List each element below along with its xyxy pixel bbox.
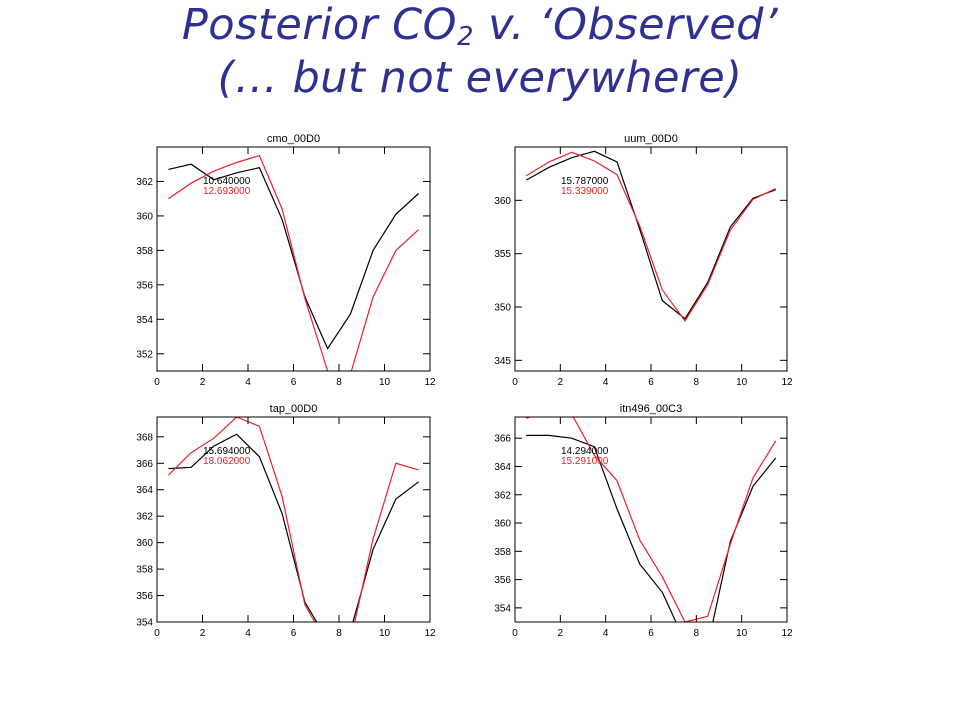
plot-title: cmo_00D0 [267, 133, 320, 145]
x-tick-label: 6 [291, 628, 297, 639]
series-line-posterior [168, 433, 419, 622]
x-tick-label: 2 [200, 628, 206, 639]
y-tick-label: 360 [494, 519, 511, 530]
y-tick-label: 360 [494, 196, 511, 207]
y-tick-label: 364 [494, 462, 511, 473]
plot-title: tap_00D0 [270, 403, 318, 415]
y-tick-label: 345 [494, 356, 511, 367]
x-tick-label: 4 [245, 628, 251, 639]
title-line-2: (… but not everywhere) [217, 52, 743, 103]
y-tick-label: 356 [136, 591, 153, 602]
x-tick-label: 4 [603, 377, 609, 388]
y-tick-label: 350 [494, 303, 511, 314]
y-tick-label: 356 [136, 280, 153, 291]
y-tick-label: 354 [136, 315, 153, 326]
x-tick-label: 12 [781, 628, 793, 639]
y-tick-label: 355 [494, 249, 511, 260]
y-tick-label: 364 [136, 485, 153, 496]
annotation-observed: 12.693000 [203, 186, 251, 197]
x-tick-label: 2 [558, 628, 564, 639]
x-tick-label: 8 [336, 377, 342, 388]
y-tick-label: 358 [136, 565, 153, 576]
x-tick-label: 8 [694, 628, 700, 639]
x-tick-label: 10 [736, 377, 748, 388]
annotation-observed: 15.339000 [561, 186, 609, 197]
x-tick-label: 4 [603, 628, 609, 639]
x-tick-label: 10 [736, 628, 748, 639]
y-tick-label: 356 [494, 575, 511, 586]
series-line-observed [525, 151, 776, 322]
series-line-observed [167, 417, 419, 622]
title-line-1: Posterior CO2 v. ‘Observed’ [0, 0, 960, 53]
x-tick-label: 0 [154, 377, 160, 388]
x-tick-label: 2 [558, 377, 564, 388]
x-tick-label: 2 [200, 377, 206, 388]
y-tick-label: 358 [494, 547, 511, 558]
series-line-observed [526, 417, 777, 622]
title-subscript: 2 [456, 22, 474, 52]
y-tick-label: 368 [136, 432, 153, 443]
x-tick-label: 6 [648, 628, 654, 639]
chart-2: 0 2 4 6 8 10 12 345 350 355 360 uum_00D0 15.78700015… [494, 133, 793, 388]
x-tick-label: 12 [424, 377, 436, 388]
y-tick-label: 362 [136, 177, 153, 188]
x-tick-label: 0 [154, 628, 160, 639]
annotation-posterior: 15.787000 [561, 176, 609, 187]
x-tick-label: 6 [648, 377, 654, 388]
y-tick-label: 366 [136, 459, 153, 470]
x-tick-label: 12 [424, 628, 436, 639]
series-line-observed [168, 154, 420, 371]
x-tick-label: 10 [379, 377, 391, 388]
x-tick-label: 12 [781, 377, 793, 388]
y-tick-label: 360 [136, 211, 153, 222]
plot-title: itn496_00C3 [620, 403, 682, 415]
y-tick-label: 354 [494, 603, 511, 614]
x-tick-label: 0 [512, 628, 518, 639]
y-tick-label: 360 [136, 538, 153, 549]
y-tick-label: 362 [494, 490, 511, 501]
series-line-posterior [168, 163, 420, 350]
title-line-1-text: Posterior CO [181, 0, 457, 50]
annotation-observed: 18.062000 [203, 456, 251, 467]
x-tick-label: 4 [245, 377, 251, 388]
y-tick-label: 352 [136, 349, 153, 360]
series-line-posterior [526, 150, 776, 320]
y-tick-label: 362 [136, 512, 153, 523]
y-tick-label: 366 [494, 434, 511, 445]
chart-3: 0 2 4 6 8 10 12 354 356 358 360 362 364 366 368 tap_00D… [136, 403, 436, 639]
annotation-observed: 15.291000 [561, 456, 609, 467]
plot-frame [514, 416, 788, 623]
x-tick-label: 6 [291, 377, 297, 388]
x-tick-label: 0 [512, 377, 518, 388]
slide-title: Posterior CO2 v. ‘Observed’ (… but not e… [0, 0, 960, 103]
chart-1: 0 2 4 6 8 10 12 352 354 356 358 360 362 cmo_00D0 10.64… [136, 133, 436, 388]
x-tick-label: 10 [379, 628, 391, 639]
y-tick-label: 354 [136, 618, 153, 629]
x-tick-label: 8 [694, 377, 700, 388]
y-tick-label: 358 [136, 246, 153, 257]
x-tick-label: 8 [336, 628, 342, 639]
annotation-posterior: 14.294000 [561, 446, 609, 457]
annotation-posterior: 10.640000 [203, 176, 251, 187]
annotation-posterior: 15.694000 [203, 446, 251, 457]
title-line-1-rest: v. ‘Observed’ [473, 0, 779, 50]
chart-4: 0 2 4 6 8 10 12 354 356 358 360 362 364 366 itn496_00C… [494, 403, 793, 639]
plot-title: uum_00D0 [624, 133, 678, 145]
